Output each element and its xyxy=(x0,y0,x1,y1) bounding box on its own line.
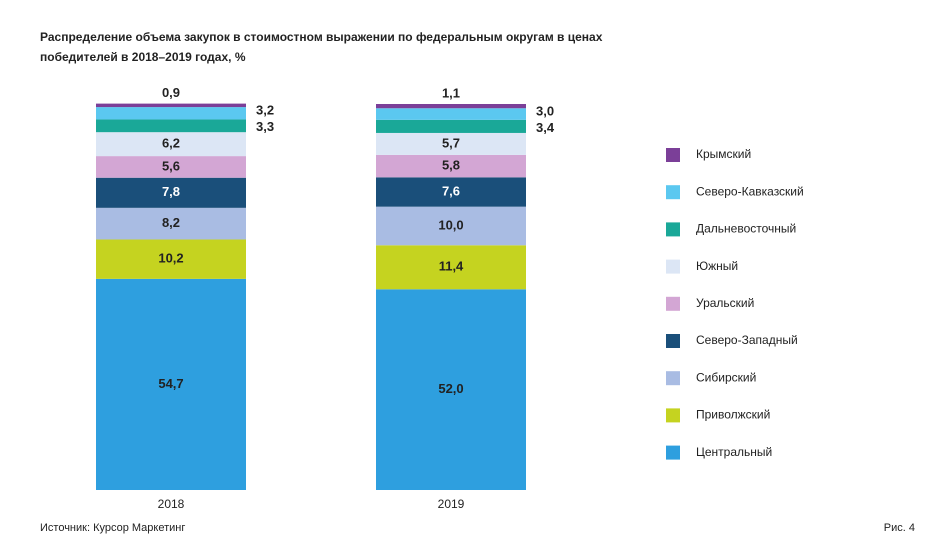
bar-segment xyxy=(96,278,246,490)
bar-segment xyxy=(96,119,246,133)
value-label: 3,0 xyxy=(536,103,554,118)
value-label: 6,2 xyxy=(162,136,180,151)
bar-segment xyxy=(376,104,526,109)
bar-segment xyxy=(96,177,246,208)
value-label: 5,8 xyxy=(442,158,460,173)
figure-number: Рис. 4 xyxy=(884,522,915,534)
legend-label: Приволжский xyxy=(696,408,770,422)
legend-label: Крымский xyxy=(696,147,751,161)
bar-segment xyxy=(376,108,526,120)
legend-swatch xyxy=(666,222,680,237)
legend-label: Северо-Кавказский xyxy=(696,184,804,198)
legend-label: Северо-Западный xyxy=(696,333,798,347)
legend-swatch xyxy=(666,371,680,386)
legend-swatch xyxy=(666,296,680,311)
legend-swatch xyxy=(666,148,680,162)
value-label: 5,6 xyxy=(162,158,180,173)
legend-label: Дальневосточный xyxy=(696,222,796,236)
value-label: 54,7 xyxy=(158,376,183,391)
value-label: 0,9 xyxy=(162,85,180,100)
legend-swatch xyxy=(666,445,680,460)
legend-label: Сибирский xyxy=(696,370,756,384)
bar-segment xyxy=(96,103,246,108)
bar-segment xyxy=(96,132,246,157)
bar-segment xyxy=(376,177,526,207)
bar-segment xyxy=(376,154,526,178)
bar-segment xyxy=(96,156,246,178)
value-label: 7,8 xyxy=(162,184,180,199)
value-label: 10,2 xyxy=(158,251,183,266)
value-label: 5,7 xyxy=(442,135,460,150)
bar-segment xyxy=(376,132,526,155)
value-label: 10,0 xyxy=(438,217,463,232)
value-label: 52,0 xyxy=(438,381,463,396)
bar-segment xyxy=(96,207,246,240)
legend-swatch xyxy=(666,408,680,423)
bar-segment xyxy=(96,107,246,120)
value-label: 3,3 xyxy=(256,119,274,134)
value-label: 3,2 xyxy=(256,103,274,118)
value-label: 1,1 xyxy=(442,85,460,100)
legend-label: Уральский xyxy=(696,296,754,310)
legend-swatch xyxy=(666,185,680,200)
source: Источник: Курсор Маркетинг xyxy=(40,522,185,534)
legend-label: Центральный xyxy=(696,445,772,459)
bar-segment xyxy=(96,239,246,279)
bar-segment xyxy=(376,206,526,246)
legend-swatch xyxy=(666,334,680,348)
value-label: 7,6 xyxy=(442,183,460,198)
chart-title-line1: Распределение объема закупок в стоимостн… xyxy=(40,30,603,64)
x-tick-label: 2019 xyxy=(438,497,465,511)
bar-segment xyxy=(376,289,526,490)
value-label: 3,4 xyxy=(536,120,555,135)
bar-segment xyxy=(376,119,526,133)
legend-swatch xyxy=(666,259,680,274)
value-label: 8,2 xyxy=(162,215,180,230)
bar-segment xyxy=(376,245,526,290)
legend-label: Южный xyxy=(696,259,738,273)
x-tick-label: 2018 xyxy=(158,497,185,511)
value-label: 11,4 xyxy=(439,259,464,274)
